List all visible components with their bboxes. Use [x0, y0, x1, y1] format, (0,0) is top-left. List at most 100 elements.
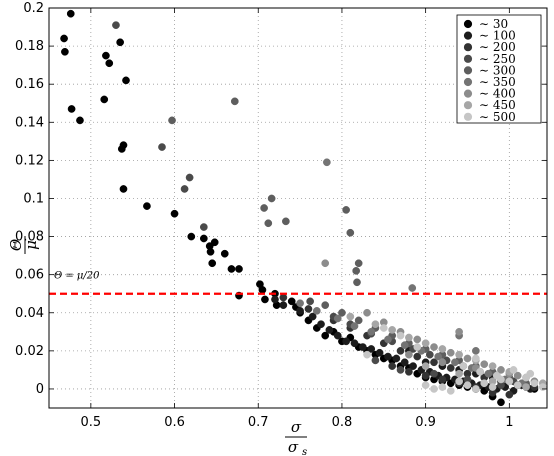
data-point — [112, 21, 120, 29]
legend-label: ∼ 400 — [479, 87, 516, 101]
legend-label: ∼ 200 — [479, 40, 516, 54]
data-point — [346, 312, 355, 321]
data-point — [363, 350, 371, 359]
data-point — [333, 314, 342, 323]
data-point — [408, 284, 417, 292]
axes-frame — [48, 7, 548, 409]
data-point — [413, 352, 422, 361]
x-tick-label: 0.9 — [415, 415, 436, 430]
data-point — [338, 308, 346, 317]
x-tick-label: 1 — [505, 415, 513, 430]
data-point — [187, 232, 196, 241]
data-point — [509, 366, 518, 374]
data-point — [497, 398, 505, 407]
data-point — [180, 185, 189, 193]
legend-label: ∼ 450 — [479, 98, 516, 112]
data-point — [333, 331, 342, 340]
data-point — [371, 320, 380, 329]
data-point — [105, 59, 114, 68]
data-point — [66, 9, 75, 18]
data-point — [497, 366, 505, 374]
data-point — [116, 38, 124, 47]
y-tick-label: 0.16 — [15, 77, 44, 92]
legend-marker — [463, 19, 473, 29]
data-point — [230, 97, 239, 106]
data-point — [325, 326, 334, 334]
data-point — [323, 158, 331, 167]
x-axis-label: σ σ s — [285, 418, 307, 456]
data-point — [279, 301, 288, 309]
data-point — [384, 352, 392, 361]
data-point — [405, 333, 413, 342]
y-tick-labels: 0 0.02 0.04 0.06 0.08 0.1 0.12 0.14 0.16 0.18 0.2 — [15, 1, 44, 397]
data-point — [210, 238, 219, 247]
plot-frame — [48, 7, 548, 409]
data-point — [384, 335, 392, 344]
x-tick-label: 0.5 — [81, 415, 102, 430]
data-point — [405, 350, 413, 359]
y-tick-label: 0.06 — [15, 268, 44, 283]
y-tick-label: 0.12 — [15, 153, 44, 168]
data-point — [463, 381, 472, 389]
legend-marker — [463, 31, 473, 40]
data-point — [472, 385, 480, 393]
data-point — [282, 217, 290, 226]
y-axis-label-numerator: Θ — [7, 239, 25, 251]
data-point — [375, 348, 384, 357]
data-point — [492, 371, 501, 380]
data-point — [296, 299, 304, 308]
data-point — [409, 362, 417, 370]
legend-label: ∼ 250 — [479, 52, 516, 66]
data-point — [350, 339, 359, 348]
data-point — [421, 339, 430, 348]
data-point — [430, 385, 438, 393]
data-point — [206, 247, 215, 256]
data-point — [271, 295, 279, 304]
data-point — [379, 324, 388, 332]
data-point — [505, 377, 514, 386]
data-point — [353, 278, 361, 287]
data-point — [199, 223, 208, 231]
data-point — [158, 143, 166, 151]
y-axis-label-denominator: μ — [22, 240, 40, 250]
data-point — [480, 379, 489, 388]
legend-marker — [463, 54, 473, 63]
data-point — [367, 345, 376, 353]
data-point — [346, 228, 355, 237]
data-point — [455, 350, 463, 359]
data-point — [220, 249, 229, 258]
data-point — [168, 116, 176, 125]
data-point — [260, 204, 268, 212]
legend-marker — [463, 89, 473, 98]
data-point — [480, 360, 489, 369]
data-point — [350, 322, 359, 330]
data-point — [413, 343, 422, 351]
data-point — [446, 364, 455, 372]
data-point — [396, 366, 405, 374]
legend-label: ∼ 30 — [479, 17, 508, 31]
data-point — [472, 347, 480, 355]
data-point — [438, 375, 447, 384]
y-tick-label: 0.18 — [15, 39, 44, 54]
y-tick-label: 0.2 — [23, 1, 44, 16]
data-point — [321, 331, 330, 340]
data-point — [488, 383, 497, 391]
data-point — [367, 327, 376, 336]
y-tick-label: 0.08 — [15, 230, 44, 245]
legend-marker — [463, 66, 473, 75]
x-tick-label: 0.8 — [332, 415, 353, 430]
x-axis-label-denominator: σ — [288, 438, 299, 456]
y-tick-label: 0 — [36, 382, 44, 397]
data-point — [261, 295, 269, 304]
data-point — [359, 343, 367, 351]
data-point — [476, 367, 484, 376]
data-point — [61, 47, 69, 56]
reference-line-label: Θ = μ/20 — [54, 271, 100, 282]
data-point — [488, 362, 497, 370]
legend-label: ∼ 300 — [479, 63, 516, 77]
data-point — [264, 219, 273, 228]
data-point — [396, 347, 405, 355]
data-point — [421, 362, 430, 370]
data-point — [317, 320, 325, 329]
x-axis-label-subscript: s — [302, 447, 307, 456]
